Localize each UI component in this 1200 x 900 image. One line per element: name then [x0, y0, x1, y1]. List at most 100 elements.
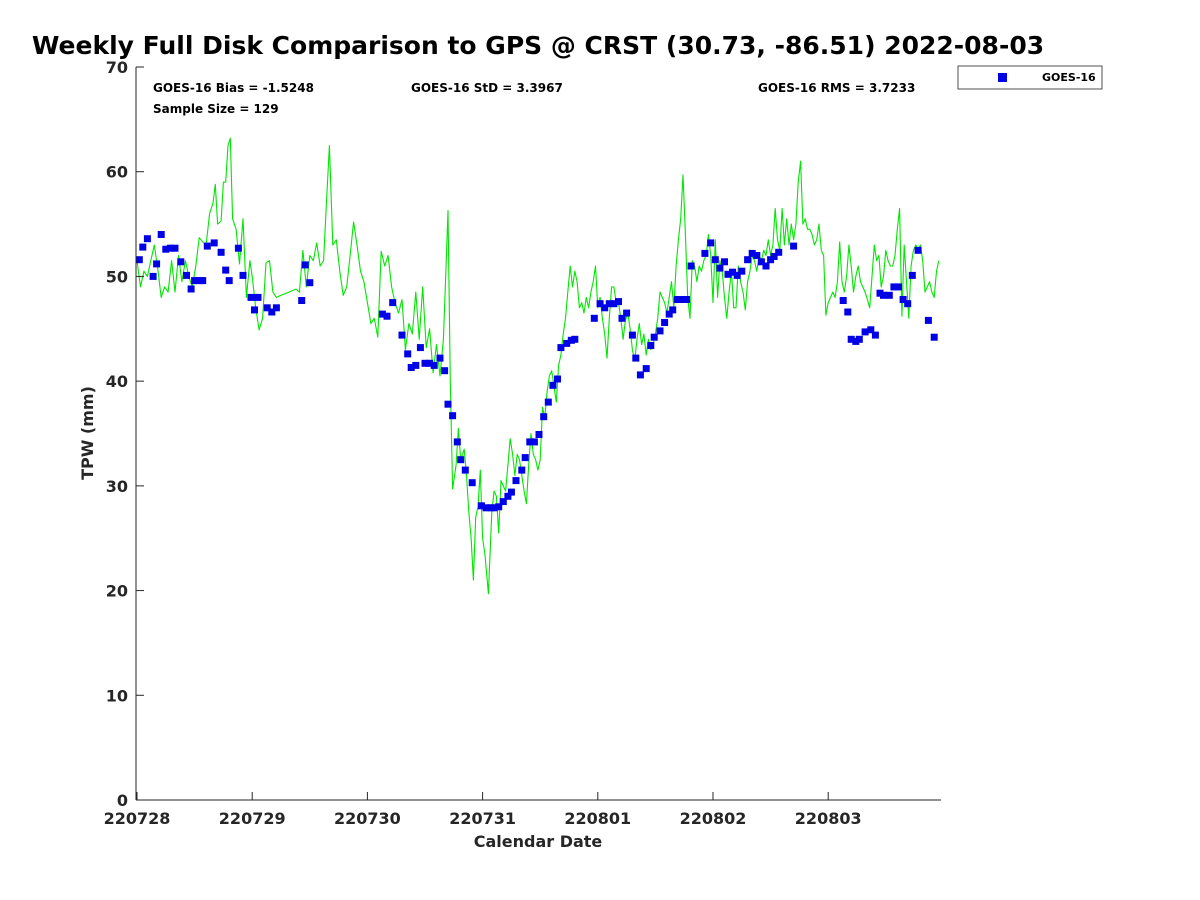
goes16-point-88	[665, 310, 673, 318]
goes16-point-20	[234, 244, 242, 252]
goes16-point-51	[482, 504, 490, 512]
goes16-point-93	[687, 262, 695, 270]
goes16-point-35	[404, 350, 412, 358]
x-tick-label-220731: 220731	[449, 809, 516, 828]
goes16-point-113	[844, 308, 852, 316]
goes16-point-4	[153, 260, 161, 268]
y-tick-label-30: 30	[106, 477, 128, 496]
goes16-point-56	[504, 492, 512, 500]
goes16-point-34	[398, 331, 406, 339]
goes16-point-37	[412, 361, 420, 369]
goes16-point-32	[383, 312, 391, 320]
goes16-point-1	[139, 243, 147, 251]
goes16-point-129	[924, 316, 932, 324]
goes16-point-83	[642, 365, 650, 373]
goes16-point-75	[605, 300, 613, 308]
goes16-point-9	[177, 258, 185, 266]
chart-title: Weekly Full Disk Comparison to GPS @ CRS…	[32, 31, 1044, 60]
goes16-point-65	[544, 398, 552, 406]
goes16-point-116	[855, 335, 863, 343]
goes16-point-57	[507, 488, 515, 496]
goes16-point-29	[301, 261, 309, 269]
goes16-point-53	[490, 504, 498, 512]
x-tick-label-220728: 220728	[104, 809, 171, 828]
bias-stat: GOES-16 Bias = -1.5248	[153, 81, 314, 95]
goes16-point-0	[135, 256, 143, 264]
goes16-point-2	[143, 235, 151, 243]
goes16-point-26	[268, 308, 276, 316]
goes16-point-100	[729, 268, 737, 276]
rms-stat: GOES-16 RMS = 3.7233	[758, 81, 915, 95]
goes16-point-24	[254, 293, 262, 301]
goes16-point-127	[908, 271, 916, 279]
goes16-point-72	[590, 314, 598, 322]
goes16-point-49	[468, 479, 476, 487]
legend: GOES-16	[957, 65, 1103, 90]
goes16-point-43	[441, 367, 449, 375]
goes16-point-103	[744, 256, 752, 264]
goes16-point-27	[272, 304, 280, 312]
x-tick-label-220803: 220803	[795, 809, 862, 828]
goes16-point-22	[247, 293, 255, 301]
goes16-point-40	[426, 359, 434, 367]
goes16-point-31	[378, 310, 386, 318]
goes16-point-17	[217, 248, 225, 256]
goes16-point-73	[596, 300, 604, 308]
goes16-point-60	[521, 454, 529, 462]
goes16-point-33	[389, 299, 397, 307]
goes16-point-118	[867, 326, 875, 334]
sample-size-stat: Sample Size = 129	[153, 102, 279, 116]
y-tick-label-0: 0	[117, 791, 128, 810]
y-axis-label: TPW (mm)	[78, 386, 97, 480]
goes16-point-67	[554, 375, 561, 383]
goes16-point-121	[880, 291, 887, 299]
goes16-point-28	[298, 297, 306, 304]
std-stat: GOES-16 StD = 3.3967	[411, 81, 563, 95]
goes16-point-39	[421, 359, 429, 367]
goes16-point-105	[753, 252, 761, 259]
goes16-point-58	[512, 477, 520, 485]
y-tick-label-20: 20	[106, 582, 128, 601]
goes16-point-19	[225, 277, 233, 285]
goes16-point-47	[457, 456, 465, 464]
goes16-point-84	[647, 342, 655, 349]
legend-box	[957, 65, 1103, 90]
goes16-point-110	[775, 248, 783, 256]
goes16-point-96	[711, 256, 719, 264]
goes16-point-86	[656, 327, 664, 335]
goes16-point-11	[187, 285, 195, 293]
goes16-point-101	[733, 271, 741, 279]
goes16-point-59	[518, 466, 526, 474]
goes16-point-126	[904, 300, 912, 308]
goes16-point-122	[885, 291, 893, 299]
goes16-point-82	[636, 371, 644, 379]
goes16-point-85	[650, 333, 658, 341]
goes16-point-125	[899, 296, 907, 303]
goes16-point-42	[436, 354, 444, 362]
y-tick-label-50: 50	[106, 267, 128, 286]
goes16-point-18	[222, 266, 230, 274]
goes16-point-91	[678, 296, 686, 303]
goes16-point-8	[171, 244, 179, 252]
y-tick-label-60: 60	[106, 163, 128, 182]
goes16-point-15	[203, 242, 211, 250]
goes16-point-107	[762, 262, 770, 270]
goes16-point-23	[251, 306, 258, 314]
goes16-point-114	[847, 335, 855, 343]
goes16-point-3	[149, 272, 157, 280]
axes: 0 10 20 30 40 50 60 70 220728 220729 220730 220731 2…	[104, 58, 941, 828]
goes16-point-64	[540, 413, 548, 421]
goes16-point-104	[748, 249, 756, 257]
y-tick-label-70: 70	[106, 58, 128, 77]
goes16-point-78	[618, 314, 626, 322]
goes16-point-95	[707, 239, 715, 247]
goes16-point-106	[757, 258, 765, 266]
goes16-point-69	[563, 339, 571, 347]
goes16-point-111	[790, 242, 798, 250]
legend-label: GOES-16	[1042, 71, 1096, 84]
goes16-point-123	[890, 283, 898, 291]
goes16-point-48	[461, 466, 469, 474]
goes16-point-99	[724, 270, 732, 278]
goes16-point-112	[839, 297, 847, 304]
